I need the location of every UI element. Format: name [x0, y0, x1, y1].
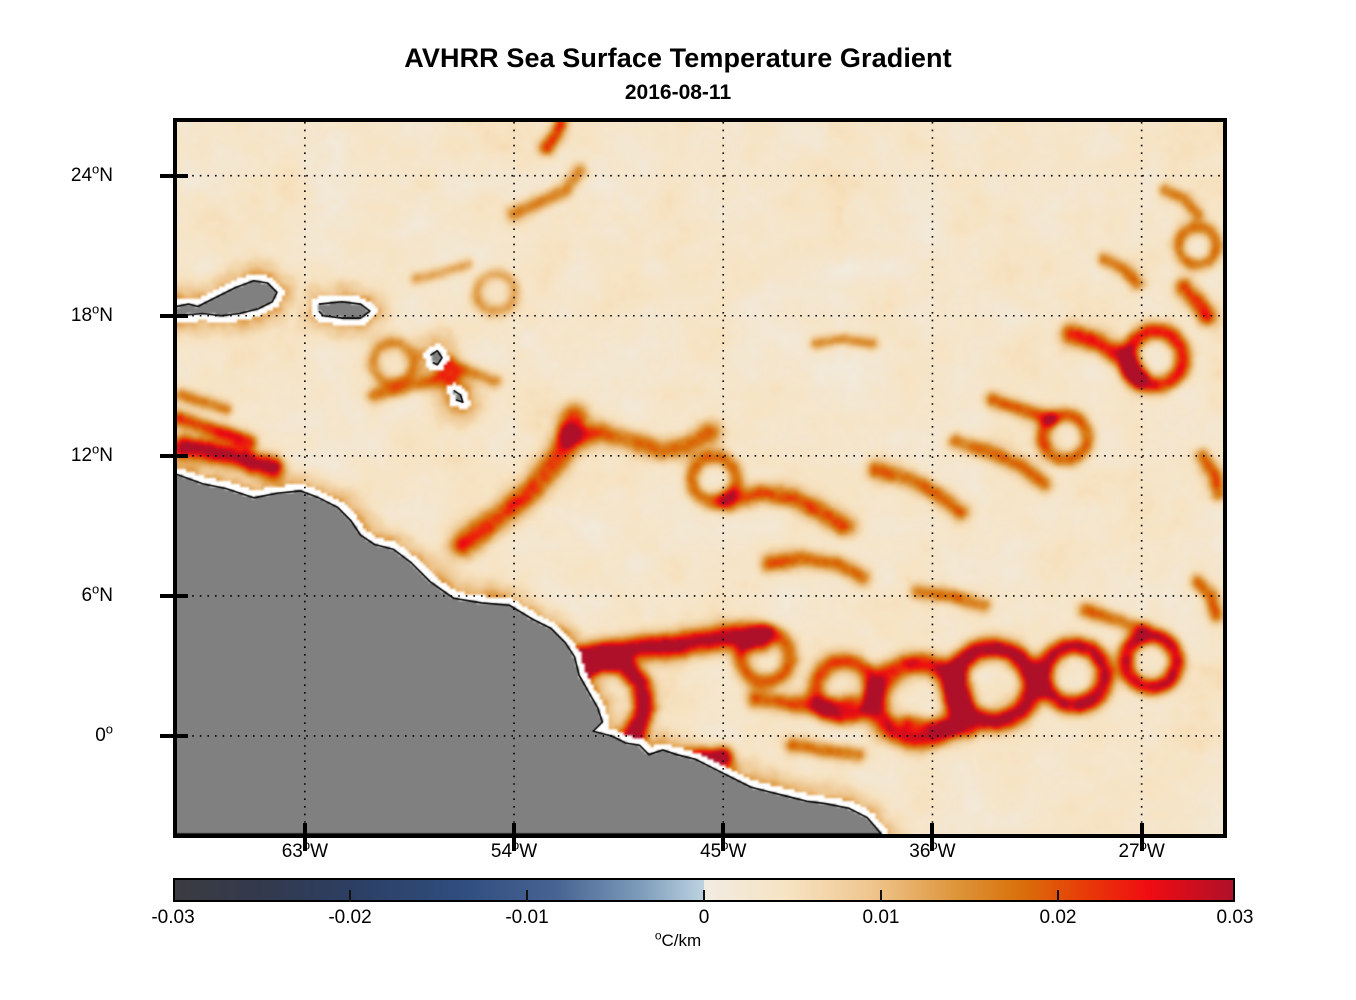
x-tick-mark-inner: [302, 823, 307, 834]
y-tick-mark-inner: [177, 593, 188, 598]
y-tick-mark: [160, 593, 173, 598]
colorbar: [173, 878, 1235, 902]
colorbar-tick-label: -0.01: [505, 907, 549, 928]
colorbar-unit-label: oC/km: [0, 928, 1356, 950]
subtitle-date: 2016-08-11: [624, 81, 732, 105]
y-tick-mark: [160, 173, 173, 178]
x-axis-label: 45oW: [700, 837, 747, 862]
page-title: AVHRR Sea Surface Temperature Gradient: [404, 43, 952, 73]
colorbar-unit-text: oC/km: [654, 928, 702, 950]
degree-symbol: o: [302, 837, 311, 853]
x-tick-mark: [930, 838, 935, 851]
y-tick-mark: [160, 313, 173, 318]
colorbar-gradient: [173, 878, 1235, 902]
sst-gradient-heatmap: [177, 122, 1223, 834]
x-tick-mark: [302, 838, 307, 851]
title-block: AVHRR Sea Surface Temperature Gradient 2…: [0, 44, 1356, 104]
degree-symbol: o: [92, 301, 100, 317]
x-tick-mark: [1139, 838, 1144, 851]
x-tick-mark-inner: [930, 823, 935, 834]
y-axis-label: 24oN: [70, 161, 113, 186]
y-axis-label: 6oN: [81, 581, 113, 606]
degree-symbol: o: [1139, 837, 1147, 853]
x-tick-mark-inner: [721, 823, 726, 834]
y-tick-mark: [160, 733, 173, 738]
y-tick-mark: [160, 453, 173, 458]
degree-symbol: o: [105, 721, 113, 737]
degree-symbol: o: [92, 581, 100, 597]
x-tick-mark-inner: [512, 823, 517, 834]
colorbar-tick-label: 0: [698, 907, 710, 928]
x-tick-mark: [512, 838, 517, 851]
degree-symbol: o: [92, 441, 100, 457]
x-axis-label: 27oW: [1118, 837, 1165, 862]
y-axis-label: 0o: [95, 721, 113, 746]
y-axis-label: 18oN: [70, 301, 113, 326]
colorbar-tick-label: -0.02: [328, 907, 372, 928]
y-tick-mark-inner: [177, 453, 188, 458]
degree-symbol: o: [512, 837, 520, 853]
x-tick-mark: [721, 838, 726, 851]
y-tick-mark-inner: [177, 733, 188, 738]
degree-symbol: o: [721, 837, 729, 853]
colorbar-tick-label: -0.03: [151, 907, 195, 928]
degree-symbol: o: [92, 161, 100, 177]
colorbar-tick-label: 0.03: [1216, 907, 1254, 928]
degree-symbol: o: [930, 837, 938, 853]
x-axis-label: 54oW: [490, 837, 538, 862]
map-plot-area: [173, 118, 1227, 838]
y-axis-label: 12oN: [70, 441, 113, 466]
y-tick-mark-inner: [177, 173, 188, 178]
y-tick-mark-inner: [177, 313, 188, 318]
x-axis-label: 36oW: [909, 837, 956, 862]
colorbar-tick-label: 0.02: [1039, 907, 1077, 928]
colorbar-tick-label: 0.01: [862, 907, 900, 928]
x-axis-label: 63oW: [281, 837, 328, 862]
x-tick-mark-inner: [1139, 823, 1144, 834]
